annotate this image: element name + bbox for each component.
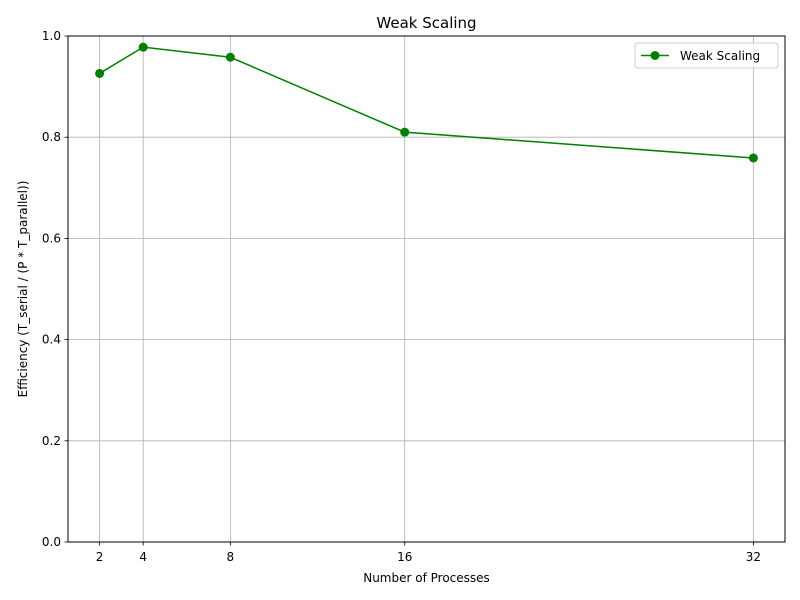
data-point <box>138 42 148 52</box>
data-point <box>225 52 235 62</box>
x-axis: 2 4 8 16 32 <box>96 542 761 564</box>
x-tick-label: 32 <box>746 550 761 564</box>
y-tick-label: 0.2 <box>42 434 61 448</box>
y-axis-label: Efficiency (T_serial / (P * T_parallel)) <box>16 181 30 398</box>
x-tick-label: 2 <box>96 550 104 564</box>
x-tick-label: 16 <box>397 550 412 564</box>
legend: Weak Scaling <box>634 42 779 69</box>
x-axis-label: Number of Processes <box>363 571 490 585</box>
legend-box <box>634 42 779 69</box>
x-tick-label: 8 <box>227 550 235 564</box>
data-point <box>748 153 758 163</box>
plot-area-frame <box>67 35 786 543</box>
legend-label: Weak Scaling <box>680 49 760 63</box>
series-layer <box>95 42 758 163</box>
chart-title: Weak Scaling <box>376 14 476 32</box>
legend-marker-swatch <box>650 51 660 60</box>
y-axis: 0.0 0.2 0.4 0.6 0.8 1.0 <box>42 29 68 549</box>
data-point <box>95 68 105 78</box>
y-tick-label: 0.8 <box>42 130 61 144</box>
y-tick-label: 0.0 <box>42 535 61 549</box>
y-tick-label: 0.4 <box>42 333 61 347</box>
x-tick-label: 4 <box>139 550 147 564</box>
grid-lines <box>68 35 785 543</box>
data-point <box>400 127 410 137</box>
y-tick-label: 1.0 <box>42 29 61 43</box>
y-tick-label: 0.6 <box>42 231 61 245</box>
